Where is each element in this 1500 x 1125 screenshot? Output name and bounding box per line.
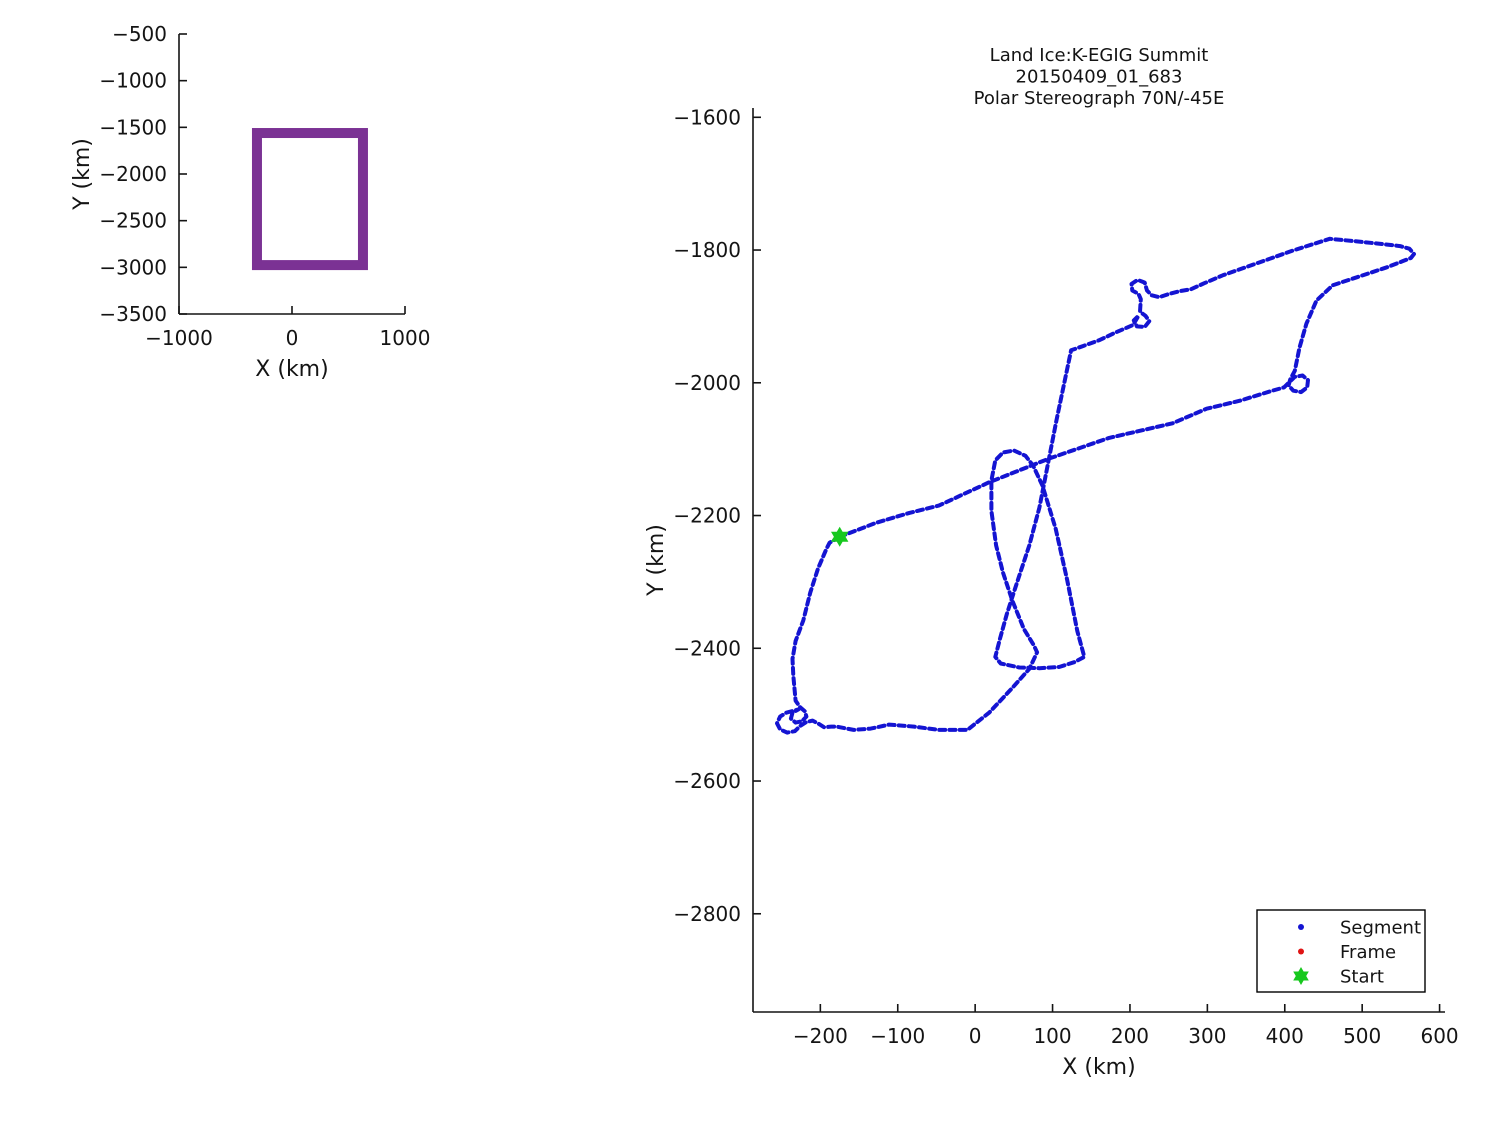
segment-path: [775, 236, 1416, 735]
legend-start-marker-icon: [1293, 967, 1309, 985]
y-tick-label: −2400: [673, 636, 741, 660]
legend-box: [1256, 909, 1426, 993]
plot-title-line: Land Ice:K-EGIG Summit: [990, 45, 1209, 66]
y-tick-label: −1800: [673, 238, 741, 262]
x-tick-label: 1000: [380, 326, 431, 350]
y-tick-label: −2000: [673, 371, 741, 395]
flight-track: −200 −100 0 100 200 300 400 500 600 −1600 −1800 −20…: [644, 45, 1459, 1080]
x-tick-label: 0: [969, 1024, 982, 1048]
x-tick-label: 400: [1266, 1024, 1304, 1048]
y-axis-label: Y (km): [644, 524, 669, 597]
x-tick-label: −1000: [145, 326, 213, 350]
y-tick-label: −2500: [99, 209, 167, 233]
y-tick-label: −1500: [99, 115, 167, 139]
x-tick-label: 300: [1188, 1024, 1226, 1048]
x-tick-label: 600: [1420, 1024, 1458, 1048]
y-tick-label: −3000: [99, 255, 167, 279]
legend: Segment Frame Start: [1256, 909, 1426, 993]
y-tick-label: −500: [112, 22, 167, 46]
overview-inset: −1000 0 1000 −500 −1000 −1500 −2000 −2500 −3000 −…: [70, 22, 430, 382]
legend-frame-marker-icon: [1298, 948, 1304, 955]
legend-label-frame: Frame: [1340, 942, 1396, 963]
x-tick-label: −200: [793, 1024, 848, 1048]
x-tick-label: 200: [1111, 1024, 1149, 1048]
y-axis-label: Y (km): [70, 138, 95, 211]
x-axis-label: X (km): [255, 357, 328, 382]
y-tick-label: −2000: [99, 162, 167, 186]
y-tick-label: −2200: [673, 504, 741, 528]
legend-label-start: Start: [1340, 967, 1384, 988]
plot-title-line: 20150409_01_683: [1016, 67, 1183, 88]
legend-label-segment: Segment: [1340, 918, 1421, 939]
flight-box-outline: [251, 128, 368, 271]
y-tick-label: −1000: [99, 69, 167, 93]
y-tick-label: −2600: [673, 769, 741, 793]
y-tick-label: −2800: [673, 902, 741, 926]
x-tick-label: −100: [870, 1024, 925, 1048]
x-tick-label: 500: [1343, 1024, 1381, 1048]
start-marker: [831, 526, 849, 547]
y-tick-label: −1600: [673, 105, 741, 129]
x-tick-label: 0: [286, 326, 299, 350]
y-tick-label: −3500: [99, 302, 167, 326]
x-tick-label: 100: [1033, 1024, 1071, 1048]
legend-segment-marker-icon: [1298, 924, 1304, 930]
plot-title-line: Polar Stereograph 70N/-45E: [974, 88, 1225, 109]
x-axis-label: X (km): [1062, 1055, 1135, 1080]
